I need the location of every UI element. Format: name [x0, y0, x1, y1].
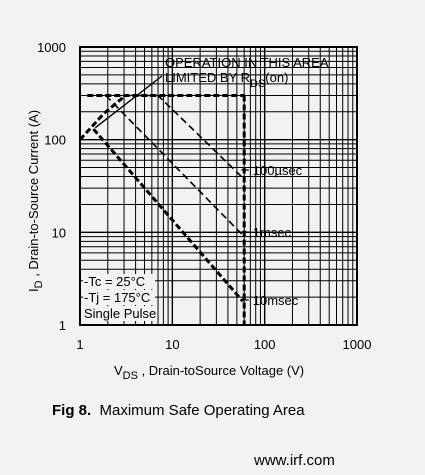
test-condition: -Tc = 25°C — [84, 274, 145, 289]
tick-labels: 1 10 100 1000 1 10 100 1000 — [37, 40, 371, 352]
x-tick-label: 1 — [76, 337, 83, 352]
x-tick-label: 100 — [254, 337, 276, 352]
series-label: 100µsec — [253, 163, 303, 178]
series-label: 1msec — [253, 225, 292, 240]
rdson-annotation-sub: DS — [250, 78, 265, 90]
x-axis-title-rest: , Drain-toSource Voltage (V) — [138, 363, 304, 378]
test-condition: Single Pulse — [84, 306, 156, 321]
y-axis-title-main: I — [26, 288, 41, 292]
annotation-leader — [94, 75, 163, 129]
rdson-annotation-prefix: LIMITED BY R — [165, 70, 250, 85]
rdson-annotation-line1: OPERATION IN THIS AREA — [165, 55, 329, 70]
figure-number: Fig 8. — [52, 402, 92, 419]
test-condition: -Tj = 175°C — [84, 290, 150, 305]
rdson-annotation-suffix: (on) — [265, 70, 288, 85]
x-tick-label: 10 — [165, 337, 179, 352]
y-axis-title-sub: D — [33, 280, 45, 288]
figure-caption: Fig 8. Maximum Safe Operating Area — [52, 402, 305, 419]
site-url: www.irf.com — [254, 452, 335, 469]
x-tick-label: 1000 — [343, 337, 372, 352]
series-label: 10msec — [253, 293, 299, 308]
y-tick-label: 1000 — [37, 40, 66, 55]
series-line — [78, 94, 127, 141]
y-axis-title-rest: , Drain-to-Source Current (A) — [26, 110, 41, 281]
y-tick-label: 10 — [52, 225, 66, 240]
x-axis-title-main: V — [114, 363, 123, 378]
condition-backdrop — [83, 274, 155, 289]
plot-frame — [79, 46, 358, 326]
rdson-annotation-line2: LIMITED BY RDS(on) — [165, 70, 288, 90]
condition-backdrop — [83, 306, 155, 321]
series-line — [92, 128, 244, 303]
condition-backdrop — [83, 290, 155, 305]
series-group — [78, 94, 246, 325]
x-axis-title-sub: DS — [123, 370, 138, 382]
y-axis-title: ID , Drain-to-Source Current (A) — [26, 110, 45, 292]
figure-title: Maximum Safe Operating Area — [99, 402, 305, 419]
x-axis-title: VDS , Drain-toSource Voltage (V) — [114, 363, 304, 382]
series-line — [124, 94, 242, 178]
y-tick-label: 1 — [59, 318, 66, 333]
y-tick-label: 100 — [44, 133, 66, 148]
chart-annotations: 100µsec 1msec 10msec — [94, 75, 303, 308]
